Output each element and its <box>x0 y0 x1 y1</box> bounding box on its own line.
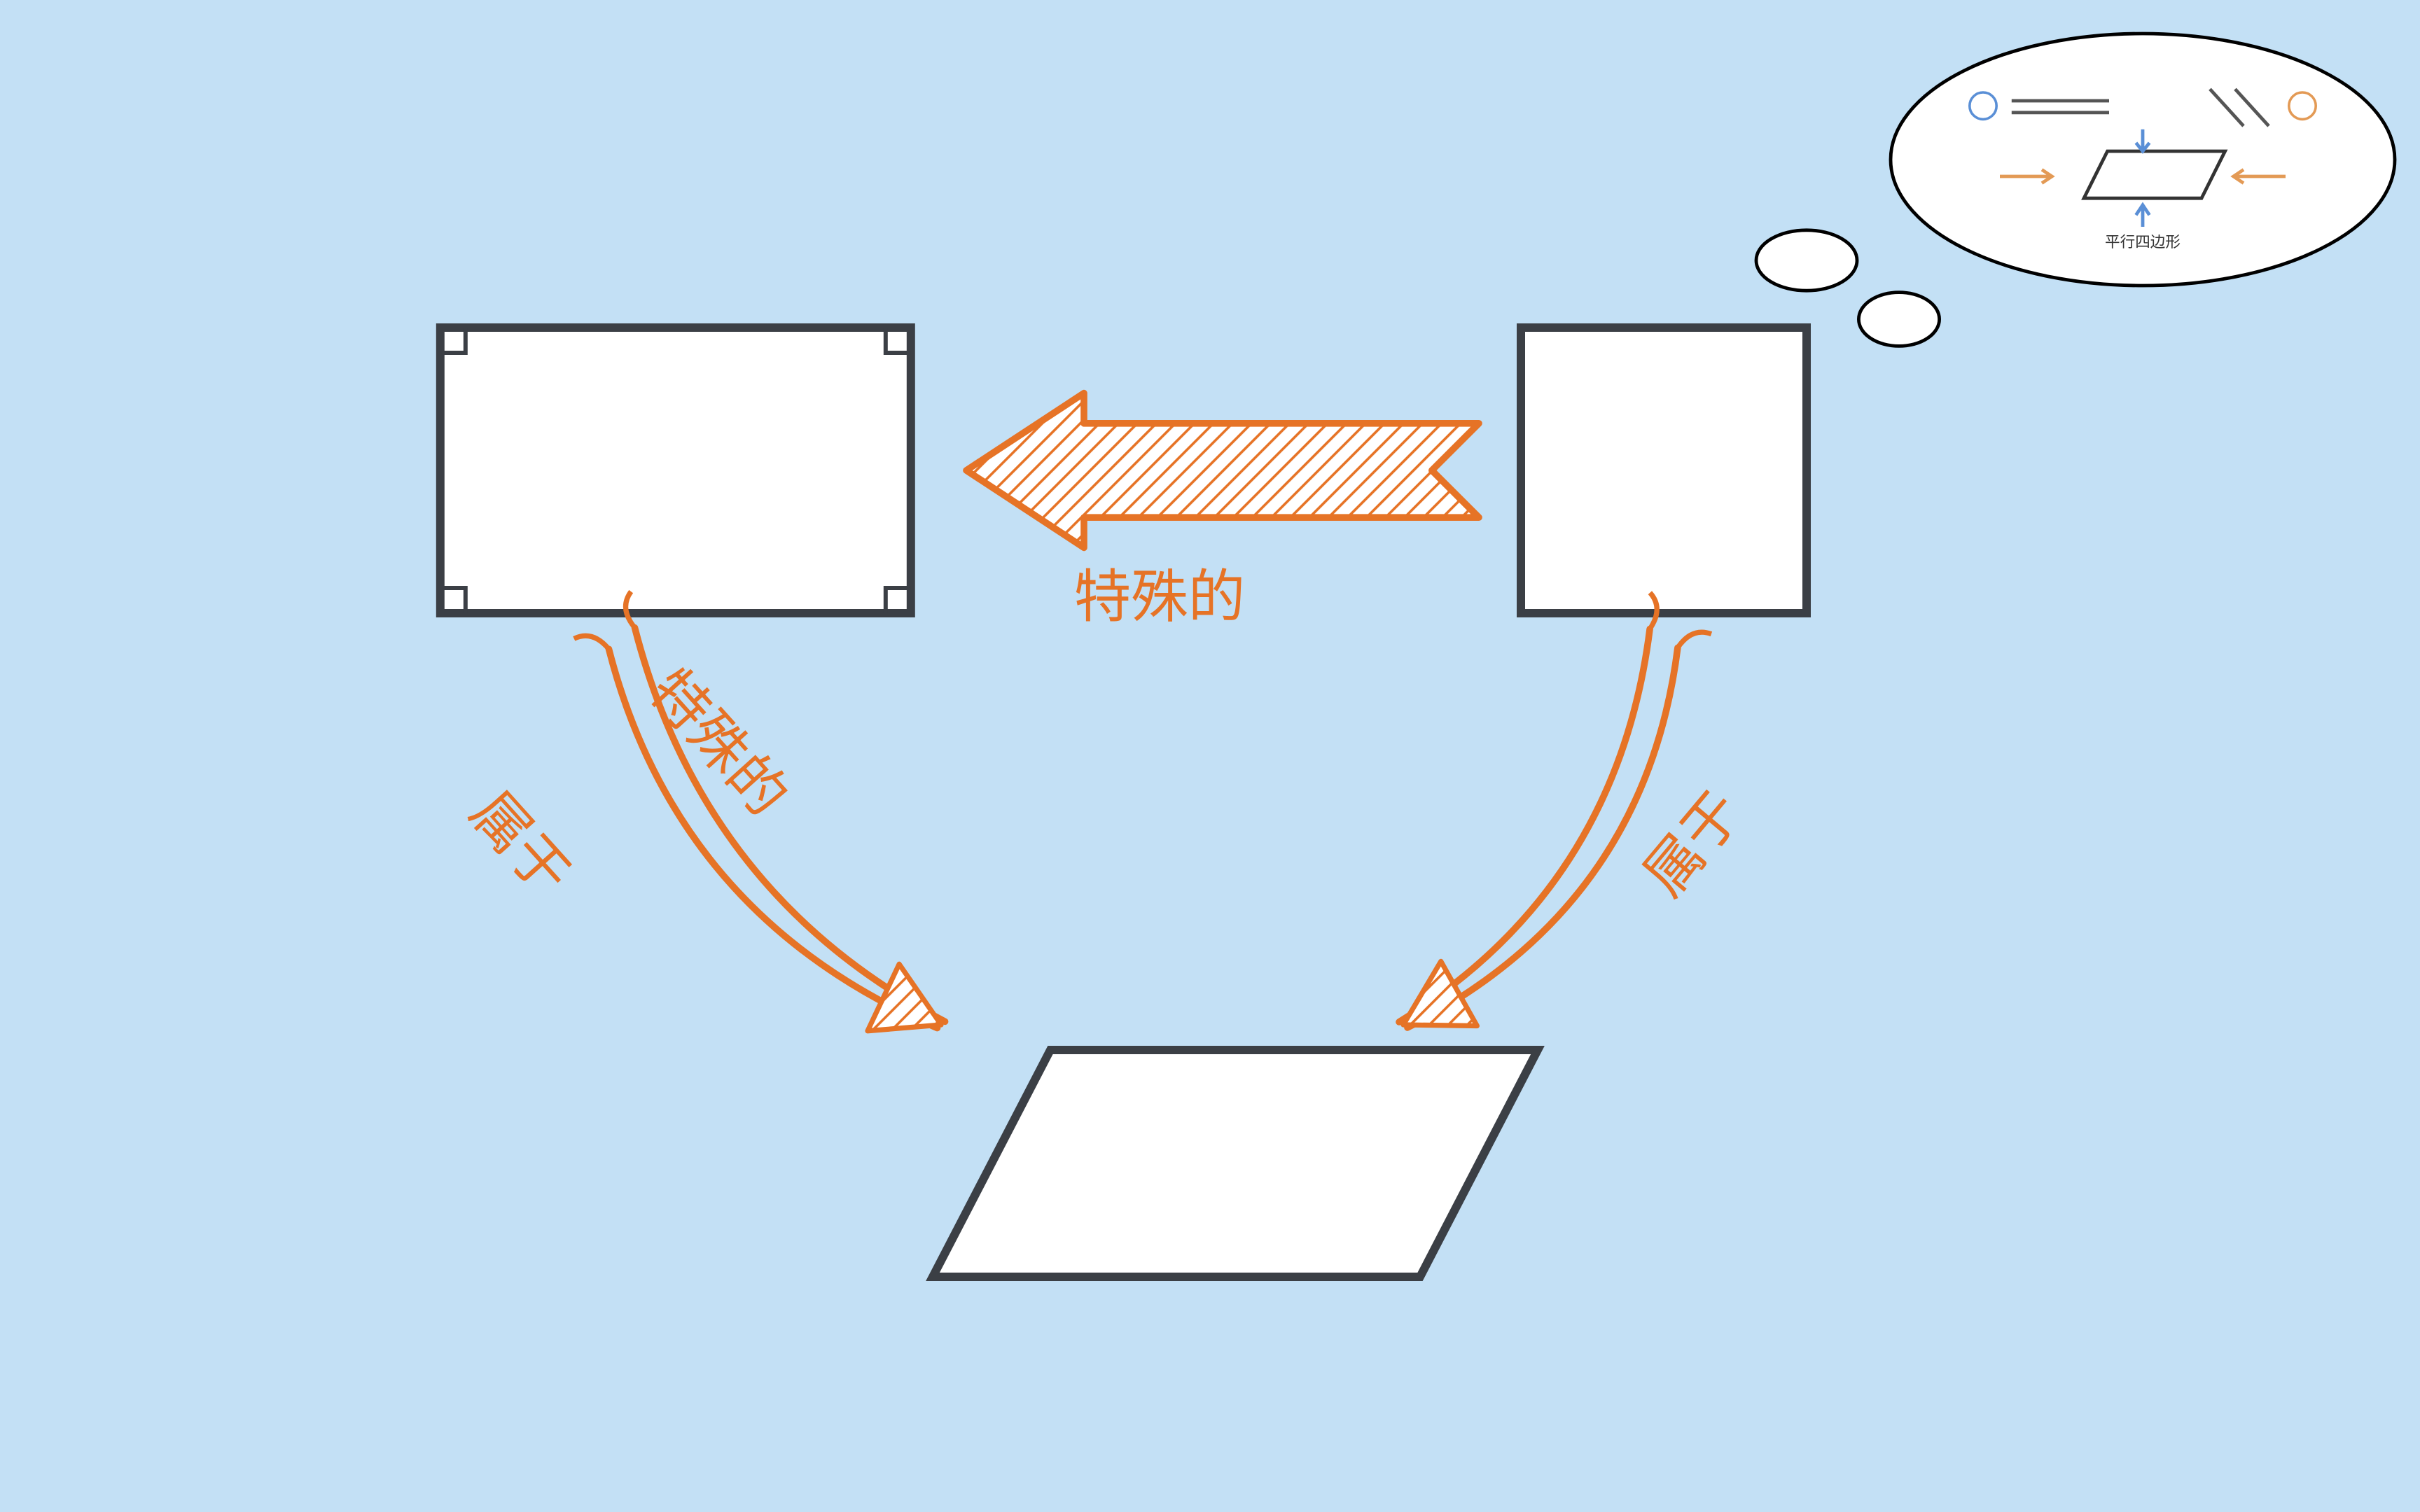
square-shape <box>1521 328 1807 613</box>
label-special-main: 特殊的 <box>1074 550 1246 633</box>
diagram-svg: 平行四边形 <box>0 0 2420 1512</box>
rectangle-shape <box>440 328 911 613</box>
diagram-canvas: 平行四边形 特殊的 属于 特殊的 属于 <box>0 0 2420 1512</box>
svg-text:平行四边形: 平行四边形 <box>2105 233 2181 251</box>
